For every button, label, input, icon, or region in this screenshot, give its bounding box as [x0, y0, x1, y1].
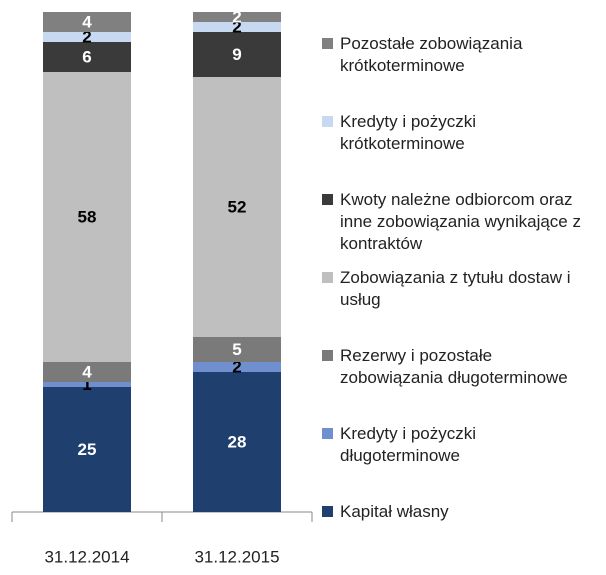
legend-swatch: [322, 428, 333, 439]
data-label: 4: [82, 12, 92, 31]
bar-segment: [193, 12, 281, 22]
bar-segment: [193, 337, 281, 362]
data-label: 2: [232, 357, 241, 376]
data-label: 1: [82, 375, 91, 394]
legend-swatch: [322, 272, 333, 283]
legend-entry: Kredyty i pożyczki długoterminowe: [322, 423, 598, 467]
legend-label: Zobowiązania z tytułu dostaw i usług: [340, 268, 571, 309]
legend-swatch: [322, 350, 333, 361]
data-label: 52: [228, 197, 247, 216]
bar-segment: [43, 387, 131, 512]
legend-label: Kwoty należne odbiorcom oraz inne zobowi…: [340, 190, 581, 253]
bar-segment: [43, 72, 131, 362]
bar-segment: [193, 22, 281, 32]
data-label: 28: [228, 432, 247, 451]
legend-swatch: [322, 506, 333, 517]
legend-swatch: [322, 116, 333, 127]
bar-segment: [43, 12, 131, 32]
legend-swatch: [322, 38, 333, 49]
legend-entry: Kwoty należne odbiorcom oraz inne zobowi…: [322, 189, 598, 255]
legend-label: Pozostałe zobowiązania krótkoterminowe: [340, 34, 523, 75]
bar-segment: [43, 32, 131, 42]
legend-swatch: [322, 194, 333, 205]
bar-segment: [193, 77, 281, 337]
data-label: 58: [78, 207, 97, 226]
x-tick-label: 31.12.2014: [44, 547, 129, 566]
bar-segment: [193, 372, 281, 512]
legend-entry: Kapitał własny: [322, 501, 598, 523]
data-label: 25: [78, 440, 97, 459]
legend-label: Rezerwy i pozostałe zobowiązania długote…: [340, 346, 568, 387]
data-label: 9: [232, 45, 241, 64]
data-label: 4: [82, 362, 92, 381]
bar-segment: [43, 42, 131, 72]
data-label: 2: [82, 27, 91, 46]
data-label: 2: [232, 17, 241, 36]
data-label: 2: [232, 7, 241, 26]
legend-label: Kredyty i pożyczki krótkoterminowe: [340, 112, 477, 153]
legend-label: Kredyty i pożyczki długoterminowe: [340, 424, 477, 465]
bar-segment: [193, 362, 281, 372]
legend-entry: Zobowiązania z tytułu dostaw i usług: [322, 267, 598, 311]
legend-label: Kapitał własny: [340, 502, 449, 521]
bar-segment: [43, 362, 131, 382]
x-tick-label: 31.12.2015: [194, 547, 279, 566]
legend-entry: Rezerwy i pozostałe zobowiązania długote…: [322, 345, 598, 389]
legend-entry: Kredyty i pożyczki krótkoterminowe: [322, 111, 598, 155]
data-label: 6: [82, 47, 91, 66]
legend-entry: Pozostałe zobowiązania krótkoterminowe: [322, 33, 598, 77]
bar-segment: [193, 32, 281, 77]
data-label: 5: [232, 340, 241, 359]
bar-segment: [43, 382, 131, 387]
